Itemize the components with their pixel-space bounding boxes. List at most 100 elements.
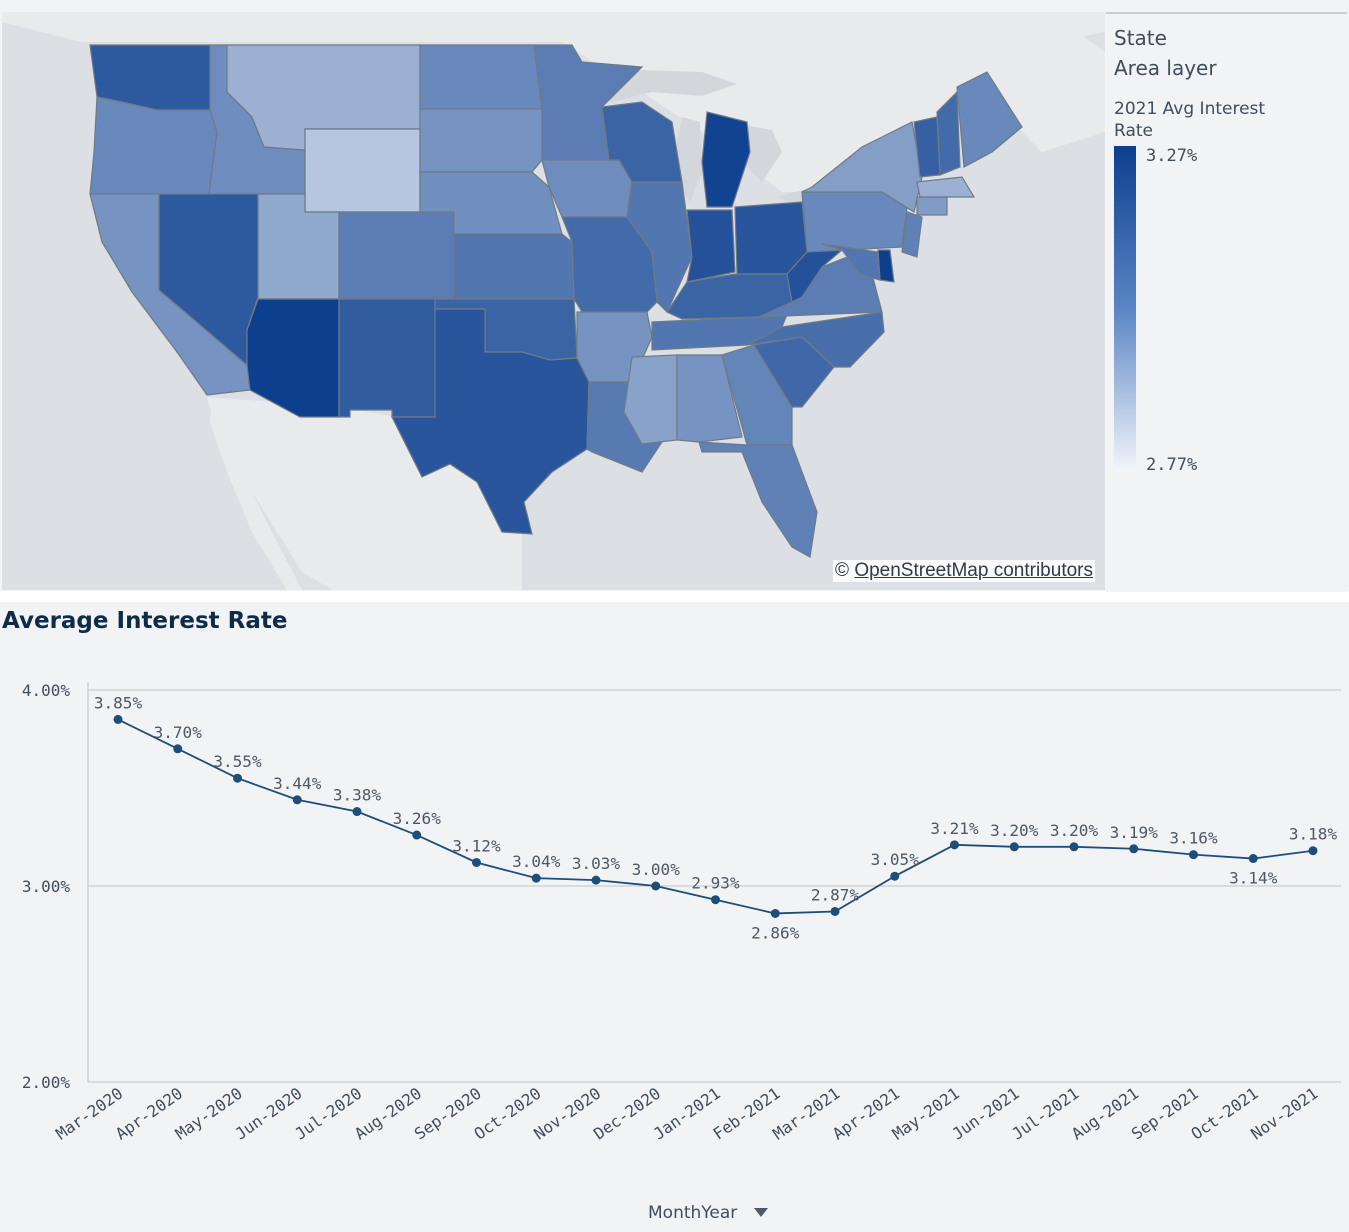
legend-color-scale (1114, 146, 1136, 472)
data-label: 3.38% (333, 786, 382, 805)
state-ks[interactable] (453, 233, 575, 300)
state-in[interactable] (686, 209, 736, 283)
state-ms[interactable] (623, 354, 678, 445)
state-nc[interactable] (746, 311, 885, 368)
x-tick-label: Nov-2021 (1247, 1084, 1321, 1144)
data-label: 3.85% (94, 693, 143, 712)
lake-michigan (677, 117, 702, 202)
data-point[interactable] (233, 773, 242, 783)
data-point[interactable] (1009, 842, 1019, 852)
data-point[interactable] (651, 881, 661, 891)
data-label: 2.86% (751, 923, 800, 942)
data-point[interactable] (352, 807, 362, 817)
choropleth-map[interactable]: © OpenStreetMap contributors (2, 12, 1105, 590)
data-point[interactable] (292, 795, 302, 805)
dropdown-arrow-icon[interactable] (754, 1208, 768, 1217)
data-label: 3.18% (1289, 825, 1338, 844)
data-point[interactable] (113, 714, 123, 724)
line-chart[interactable]: 2.00% 3.00% 4.00% 3.85% Mar-2020 3.70% Apr-202… (0, 602, 1349, 1232)
data-point[interactable] (412, 830, 422, 840)
state-sd[interactable] (419, 108, 543, 173)
data-label: 2.93% (691, 874, 740, 893)
data-point[interactable] (173, 744, 183, 754)
x-tick-label: Aug-2020 (351, 1084, 425, 1144)
x-tick-label: Feb-2021 (710, 1084, 784, 1144)
data-label: 3.70% (154, 723, 203, 742)
chart-title: Average Interest Rate (2, 608, 288, 634)
data-label: 3.26% (393, 809, 442, 828)
x-dimension-label[interactable]: MonthYear (648, 1203, 738, 1223)
data-point[interactable] (1069, 842, 1079, 852)
state-wy[interactable] (304, 128, 421, 213)
state-vt[interactable] (913, 116, 941, 178)
x-tick-label: Mar-2021 (769, 1084, 843, 1144)
x-tick-label: May-2021 (889, 1084, 963, 1144)
data-label: 3.20% (1050, 821, 1099, 840)
x-tick-label: Jan-2021 (650, 1084, 724, 1144)
line-chart-panel: Average Interest Rate 2.00% 3.00% 4.00% 3.8… (0, 602, 1349, 1232)
data-point[interactable] (531, 873, 541, 883)
atlantic-canada-landmass (942, 22, 1105, 152)
state-nd[interactable] (419, 44, 543, 110)
data-label: 3.12% (452, 836, 501, 855)
data-label: 2.87% (811, 885, 860, 904)
state-al[interactable] (676, 354, 743, 443)
state-mi[interactable] (701, 111, 751, 208)
data-point[interactable] (472, 857, 481, 867)
x-tick-label: Mar-2020 (52, 1084, 126, 1144)
state-il[interactable] (626, 181, 693, 314)
state-ma[interactable] (916, 176, 976, 198)
data-point[interactable] (770, 908, 780, 918)
state-md[interactable] (821, 243, 881, 281)
map-legend: State Area layer 2021 Avg Interest Rate … (1106, 12, 1347, 592)
data-label: 3.16% (1169, 829, 1218, 848)
state-me[interactable] (956, 71, 1023, 168)
state-ny[interactable] (801, 121, 923, 213)
legend-field: State (1114, 26, 1167, 50)
copyright-icon: © (835, 560, 850, 581)
data-point[interactable] (1189, 850, 1198, 860)
state-co[interactable] (338, 211, 455, 300)
data-label: 3.00% (632, 860, 681, 879)
states-layer[interactable] (89, 44, 1023, 558)
state-fl[interactable] (698, 441, 818, 558)
x-tick-label: Sep-2020 (411, 1084, 485, 1144)
state-ga[interactable] (721, 344, 793, 446)
y-tick-label: 2.00% (22, 1073, 71, 1092)
x-tick-label: Apr-2020 (112, 1084, 186, 1144)
data-point[interactable] (1248, 854, 1258, 864)
x-tick-label: Jul-2020 (291, 1084, 365, 1144)
data-point[interactable] (591, 875, 601, 885)
x-tick-label: Jun-2020 (232, 1084, 306, 1144)
state-pa[interactable] (801, 191, 908, 253)
x-tick-label: Nov-2020 (530, 1084, 604, 1144)
data-label: 3.20% (990, 821, 1039, 840)
state-tx[interactable] (391, 308, 590, 535)
data-point[interactable] (1308, 846, 1318, 856)
data-point[interactable] (711, 895, 720, 905)
state-nm[interactable] (338, 298, 436, 418)
baja-peninsula (210, 402, 302, 590)
x-tick-label: Oct-2021 (1188, 1084, 1262, 1144)
data-label: 3.44% (273, 774, 322, 793)
data-point[interactable] (890, 871, 900, 881)
state-ct[interactable] (916, 196, 948, 216)
legend-max-label: 3.27% (1146, 146, 1198, 166)
x-tick-label: Aug-2021 (1068, 1084, 1142, 1144)
legend-layer: Area layer (1114, 56, 1217, 80)
map-canvas[interactable] (2, 12, 1105, 590)
state-or[interactable] (89, 96, 218, 195)
x-tick-label: Sep-2021 (1128, 1084, 1202, 1144)
openstreetmap-link[interactable]: OpenStreetMap contributors (854, 560, 1093, 581)
state-nj[interactable] (901, 211, 923, 258)
legend-min-label: 2.77% (1146, 455, 1198, 475)
data-label: 3.14% (1229, 869, 1278, 888)
data-point[interactable] (1129, 844, 1139, 854)
x-tick-label: Dec-2020 (590, 1084, 664, 1144)
data-point[interactable] (950, 840, 959, 850)
map-attribution[interactable]: © OpenStreetMap contributors (833, 560, 1095, 582)
x-tick-label: Jul-2021 (1008, 1084, 1082, 1144)
data-point[interactable] (830, 906, 840, 916)
state-az[interactable] (246, 298, 340, 418)
data-label: 3.03% (572, 854, 621, 873)
